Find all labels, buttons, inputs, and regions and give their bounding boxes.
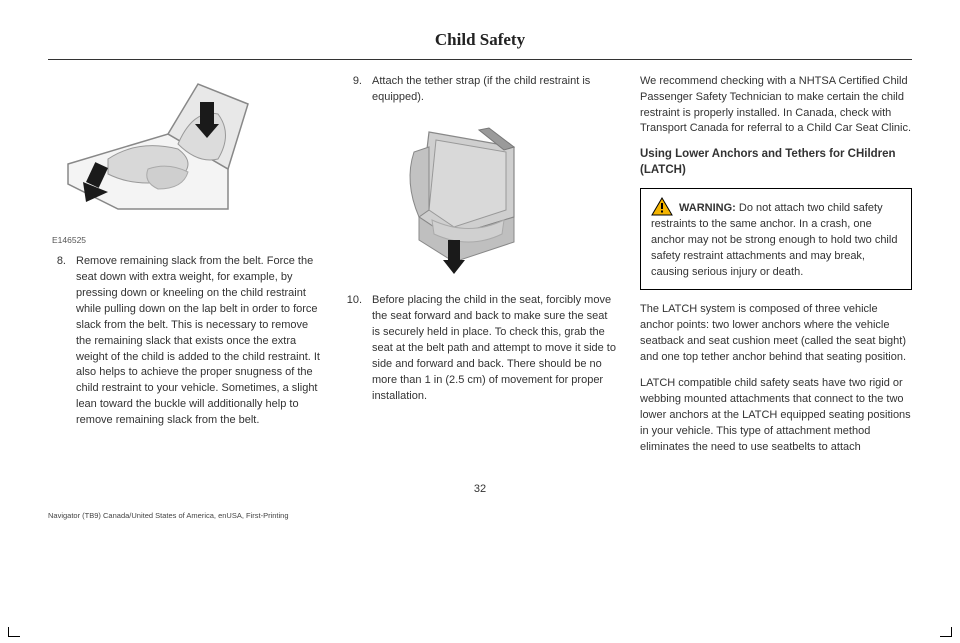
figure1-caption: E146525 bbox=[52, 234, 320, 246]
title-rule bbox=[48, 59, 912, 60]
paragraph: LATCH compatible child safety seats have… bbox=[640, 376, 912, 456]
column-3: We recommend checking with a NHTSA Certi… bbox=[640, 74, 912, 466]
item-text: Remove remaining slack from the belt. Fo… bbox=[76, 254, 320, 429]
warning-triangle-icon bbox=[651, 197, 673, 216]
content-columns: E146525 8. Remove remaining slack from t… bbox=[48, 74, 912, 466]
item-number: 8. bbox=[48, 254, 66, 429]
item-number: 10. bbox=[344, 293, 362, 405]
page-number: 32 bbox=[48, 482, 912, 498]
figure-seat-press-down bbox=[48, 74, 268, 224]
column-1: E146525 8. Remove remaining slack from t… bbox=[48, 74, 320, 466]
warning-label: WARNING: bbox=[679, 202, 736, 214]
column-2: 9. Attach the tether strap (if the child… bbox=[344, 74, 616, 466]
crop-mark-right bbox=[940, 627, 952, 637]
paragraph: We recommend checking with a NHTSA Certi… bbox=[640, 74, 912, 138]
footer-text: Navigator (TB9) Canada/United States of … bbox=[48, 511, 912, 522]
list-item-10: 10. Before placing the child in the seat… bbox=[344, 293, 616, 405]
warning-box: WARNING: Do not attach two child safety … bbox=[640, 188, 912, 290]
figure-tether-strap bbox=[374, 122, 534, 282]
item-number: 9. bbox=[344, 74, 362, 106]
item-text: Attach the tether strap (if the child re… bbox=[372, 74, 616, 106]
paragraph: The LATCH system is composed of three ve… bbox=[640, 302, 912, 366]
list-item-8: 8. Remove remaining slack from the belt.… bbox=[48, 254, 320, 429]
list-item-9: 9. Attach the tether strap (if the child… bbox=[344, 74, 616, 106]
page-title: Child Safety bbox=[48, 28, 912, 53]
section-heading-latch: Using Lower Anchors and Tethers for CHil… bbox=[640, 147, 912, 178]
item-text: Before placing the child in the seat, fo… bbox=[372, 293, 616, 405]
crop-mark-left bbox=[8, 627, 20, 637]
